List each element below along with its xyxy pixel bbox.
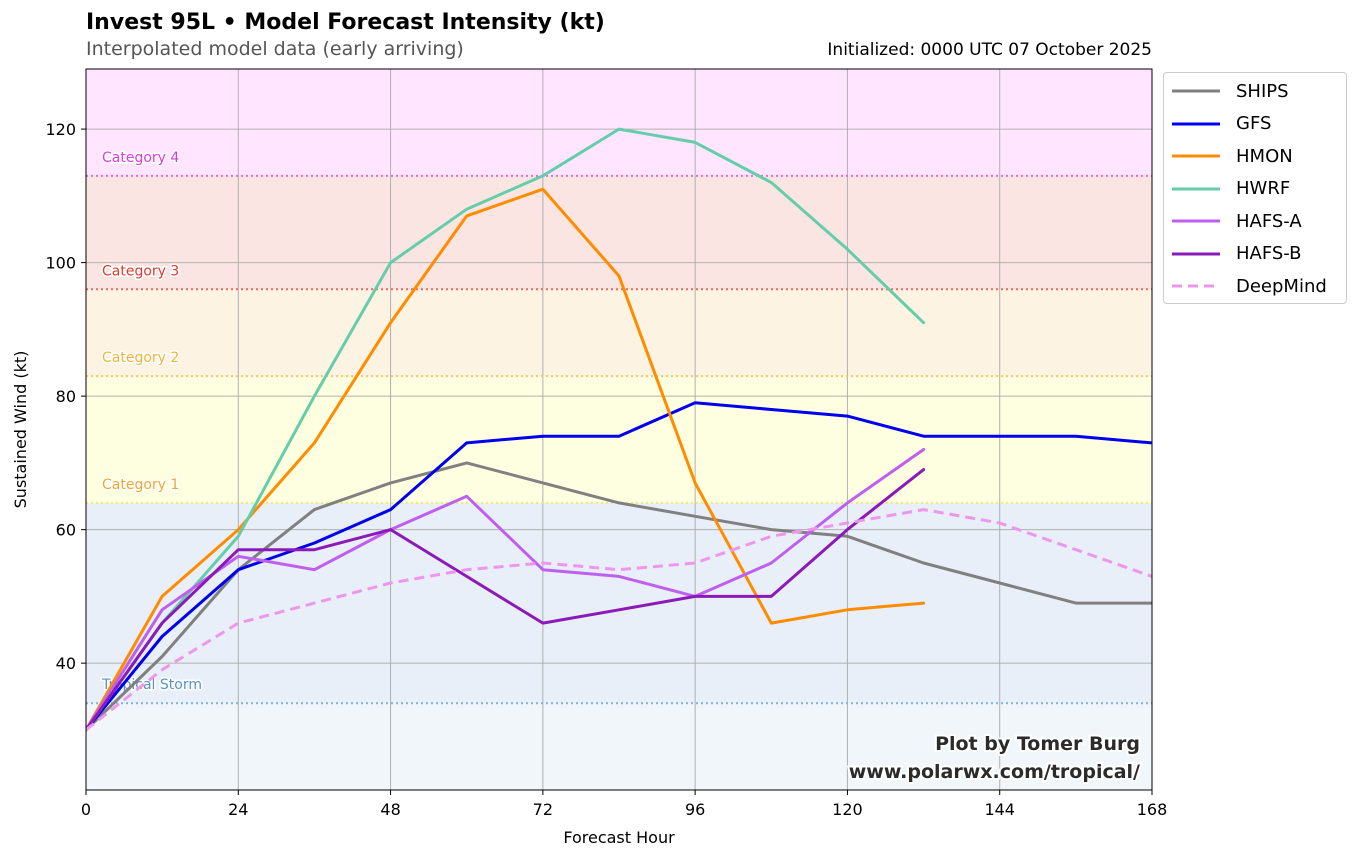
legend-item-hmon: HMON [1164, 140, 1346, 173]
series-deepmind [86, 508, 1152, 732]
x-tick-label-24: 24 [228, 800, 248, 819]
legend-item-ships: SHIPS [1164, 75, 1346, 108]
legend-label: HAFS-A [1236, 210, 1302, 232]
legend-label: DeepMind [1236, 275, 1327, 297]
legend-swatch [1172, 88, 1220, 94]
band-below-ts [86, 703, 1152, 790]
legend-label: GFS [1236, 113, 1272, 135]
plot-frame [85, 68, 1153, 791]
legend-item-hwrf: HWRF [1164, 173, 1346, 206]
y-tick-label-100: 100 [45, 254, 76, 273]
x-tick-label-48: 48 [380, 800, 400, 819]
y-axis-ticks: 40 60 80 100 120 [45, 120, 86, 673]
legend-label: SHIPS [1236, 80, 1289, 102]
series-hafs-b [86, 468, 926, 732]
legend-label: HAFS-B [1236, 243, 1302, 265]
x-tick-label-96: 96 [685, 800, 705, 819]
legend: SHIPS GFS HMON HWRF HAFS-A HAFS-B DeepMind [1163, 72, 1347, 304]
x-tick-label-144: 144 [984, 800, 1015, 819]
y-tick-label-120: 120 [45, 120, 76, 139]
credit-author: Plot by Tomer Burg [935, 733, 1140, 755]
series-hwrf [86, 127, 926, 732]
category-label-category-1: Category 1 [102, 477, 179, 493]
credit-url: www.polarwx.com/tropical/ [849, 761, 1140, 783]
legend-label: HWRF [1236, 178, 1291, 200]
legend-swatch [1172, 186, 1220, 192]
legend-swatch [1172, 251, 1220, 257]
legend-label: HMON [1236, 145, 1293, 167]
init-time: Initialized: 0000 UTC 07 October 2025 [827, 40, 1152, 60]
category-label-category-3: Category 3 [102, 263, 179, 279]
band-category-2 [86, 289, 1152, 377]
category-label-category-2: Category 2 [102, 350, 179, 366]
chart-subtitle: Interpolated model data (early arriving) [86, 38, 464, 60]
chart-title: Invest 95L • Model Forecast Intensity (k… [86, 10, 605, 35]
legend-item-hafs-b: HAFS-B [1164, 238, 1346, 271]
legend-swatch [1172, 153, 1220, 159]
x-axis-label: Forecast Hour [563, 828, 675, 847]
legend-swatch [1172, 218, 1220, 224]
legend-swatch [1172, 283, 1220, 289]
y-tick-label-60: 60 [56, 521, 76, 540]
series-hafs-a [86, 448, 926, 732]
x-tick-label-72: 72 [533, 800, 553, 819]
x-tick-label-168: 168 [1137, 800, 1168, 819]
category-label-category-4: Category 4 [102, 150, 179, 166]
legend-item-deepmind: DeepMind [1164, 270, 1346, 303]
category-bands [86, 69, 1152, 790]
band-tropical-storm [86, 502, 1152, 704]
y-tick-label-80: 80 [56, 387, 76, 406]
band-category-1 [86, 376, 1152, 503]
x-tick-label-0: 0 [81, 800, 91, 819]
series-hmon [86, 187, 926, 732]
x-axis-ticks: 0 24 48 72 96 120 144 168 [81, 790, 1167, 819]
y-axis-label: Sustained Wind (kt) [11, 351, 30, 509]
x-tick-label-120: 120 [832, 800, 863, 819]
y-tick-label-40: 40 [56, 654, 76, 673]
legend-item-hafs-a: HAFS-A [1164, 205, 1346, 238]
model-series [86, 127, 1152, 732]
legend-swatch [1172, 121, 1220, 127]
band-category-4 [86, 69, 1152, 176]
band-category-3 [86, 175, 1152, 290]
legend-item-gfs: GFS [1164, 108, 1346, 141]
